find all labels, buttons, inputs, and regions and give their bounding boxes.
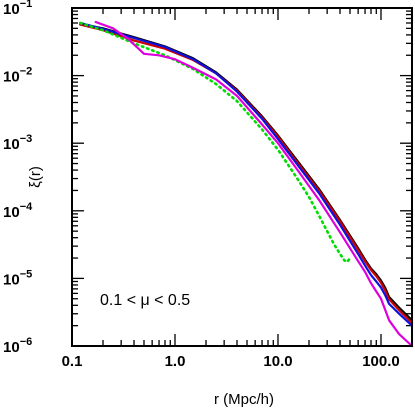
- y-tick-label: 10−2: [3, 66, 32, 86]
- series-line-5: [94, 20, 414, 348]
- mu-range-annotation: 0.1 < μ < 0.5: [100, 292, 190, 309]
- x-tick-label: 0.1: [62, 353, 83, 370]
- y-tick-label: 10−6: [3, 336, 32, 356]
- y-tick-label: 10−3: [3, 133, 32, 153]
- series-line-2: [79, 23, 414, 324]
- y-tick-label: 10−1: [3, 0, 32, 18]
- y-tick-label: 10−4: [3, 201, 33, 221]
- x-tick-label: 1.0: [165, 353, 186, 370]
- x-axis-label: r (Mpc/h): [214, 391, 274, 408]
- series-line-3: [79, 21, 414, 327]
- x-tick-label: 100.0: [362, 353, 400, 370]
- x-tick-labels: 0.1 1.0 10.0 100.0: [62, 353, 400, 370]
- series-lines: [78, 20, 414, 348]
- y-tick-label: 10−5: [3, 268, 32, 288]
- plot-frame: [71, 7, 413, 347]
- y-axis-label: ξ(r): [27, 166, 44, 188]
- series-line-4: [78, 21, 352, 264]
- x-tick-label: 10.0: [263, 353, 292, 370]
- series-line-1: [79, 22, 414, 322]
- y-tick-labels: 10−6 10−5 10−4 10−3 10−2 10−1: [3, 0, 33, 356]
